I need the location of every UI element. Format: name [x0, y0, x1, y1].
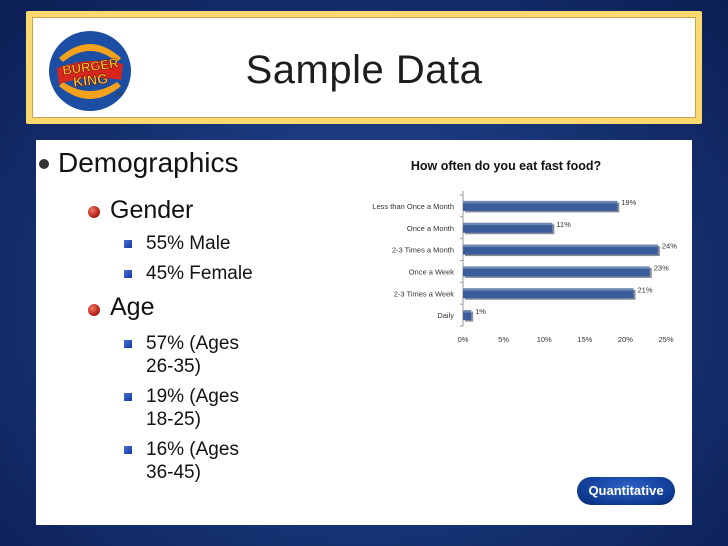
x-tick-label: 20%	[618, 335, 633, 344]
chart-title: How often do you eat fast food?	[411, 159, 601, 173]
bullet-square-icon	[124, 240, 132, 248]
age-item-2-line1: 19% (Ages	[146, 386, 239, 407]
gender-item-male: 55% Male	[146, 233, 231, 254]
data-label: 23%	[654, 263, 669, 272]
x-tick-label: 10%	[537, 335, 552, 344]
svg-text:TM: TM	[115, 92, 122, 98]
bullet-gender: Gender	[110, 196, 194, 224]
bar-highlight	[463, 222, 553, 226]
category-label: Once a Week	[409, 267, 455, 276]
x-tick-label: 25%	[658, 335, 673, 344]
data-label: 1%	[475, 307, 486, 316]
bar-6	[463, 310, 472, 321]
age-item-1-line1: 57% (Ages	[146, 333, 239, 354]
x-tick-label: 0%	[458, 335, 469, 344]
age-item-1-line2: 26-35)	[146, 356, 201, 377]
bullet-red-icon	[88, 304, 100, 316]
svg-text:KING: KING	[72, 70, 109, 90]
bullet-square-icon	[124, 446, 132, 454]
bullet-age: Age	[110, 293, 155, 321]
bar-highlight	[463, 266, 650, 269]
gender-item-female: 45% Female	[146, 263, 253, 284]
data-label: 21%	[638, 285, 653, 294]
content-panel: Demographics Gender 55% Male 45% Female …	[36, 140, 692, 525]
bullet-dot-icon	[39, 159, 49, 169]
fast-food-frequency-chart: How often do you eat fast food? Less than…	[372, 159, 677, 344]
category-label: Less than Once a Month	[372, 202, 454, 211]
bar-4	[463, 266, 650, 277]
title-box: BURGER KING TM Sample Data	[26, 11, 702, 124]
quantitative-badge: Quantitative	[574, 474, 678, 508]
quantitative-badge-label: Quantitative	[577, 477, 675, 505]
category-label: 2-3 Times a Month	[392, 246, 454, 255]
bar-highlight	[463, 288, 634, 291]
data-label: 11%	[556, 220, 571, 229]
bullet-red-icon	[88, 206, 100, 218]
data-label: 24%	[662, 242, 677, 251]
slide-title: Sample Data	[245, 48, 483, 92]
bar-1	[463, 200, 618, 211]
bar-5	[463, 288, 634, 299]
burger-king-logo: BURGER KING TM	[49, 31, 131, 111]
category-label: Once a Month	[407, 224, 454, 233]
age-item-3-line2: 36-45)	[146, 462, 201, 483]
data-label: 19%	[621, 198, 636, 207]
age-item-2-line2: 18-25)	[146, 409, 201, 430]
bar-highlight	[463, 310, 472, 313]
category-label: Daily	[437, 311, 454, 320]
bar-3	[463, 244, 658, 255]
bar-highlight	[463, 200, 618, 204]
bar-highlight	[463, 244, 658, 248]
bar-2	[463, 222, 553, 233]
bullet-square-icon	[124, 270, 132, 278]
category-label: 2-3 Times a Week	[394, 289, 455, 298]
bullet-square-icon	[124, 393, 132, 401]
bullet-square-icon	[124, 340, 132, 348]
title-panel: BURGER KING TM Sample Data	[32, 17, 696, 118]
bullet-demographics: Demographics	[58, 147, 239, 178]
x-tick-label: 5%	[498, 335, 509, 344]
x-tick-label: 15%	[577, 335, 592, 344]
age-item-3-line1: 16% (Ages	[146, 439, 239, 460]
